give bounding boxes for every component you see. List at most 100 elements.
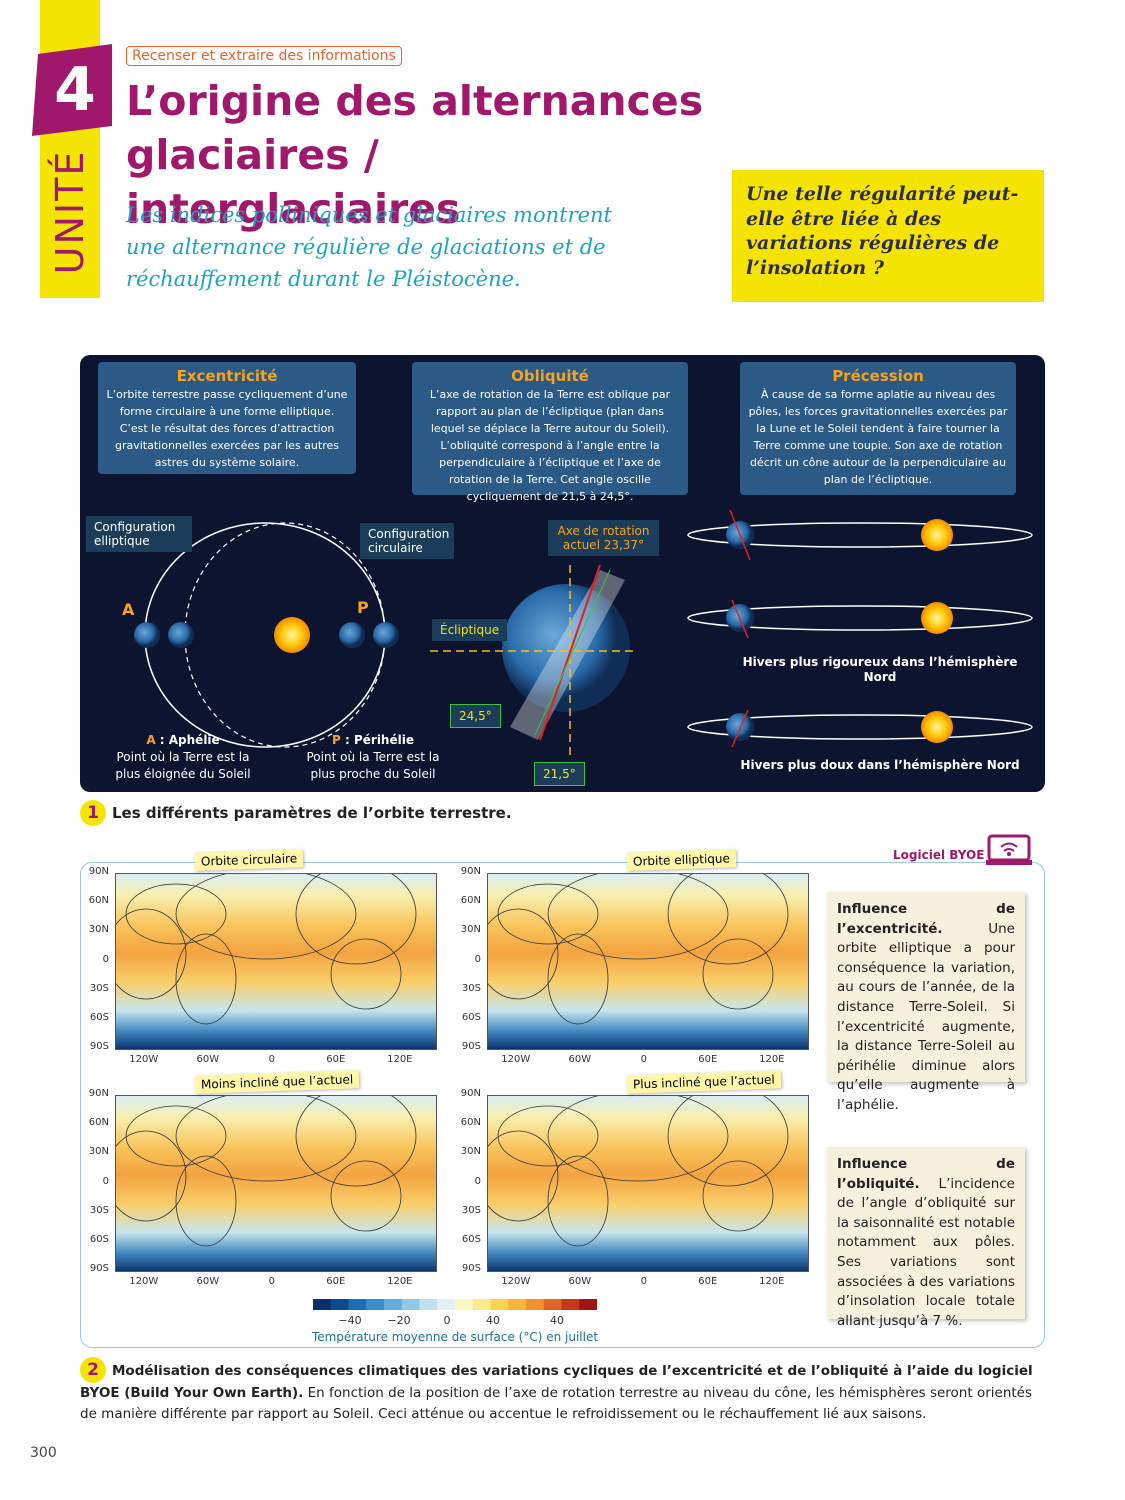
lon-tick: 120W [129,1054,159,1065]
continent [547,933,609,1025]
lon-tick: 60W [568,1276,592,1287]
lon-tick: 0 [640,1054,647,1065]
continent [175,1096,357,1182]
colorbar-step [419,1299,438,1310]
lon-tick: 120E [387,1276,413,1287]
lon-tick: 120E [759,1276,785,1287]
label: Hivers plus doux dans l’hémisphère Nord [740,758,1020,772]
continent [667,1096,789,1187]
temperature-field [488,874,808,1049]
lat-tick: 60N [88,895,109,907]
lat-tick: 0 [474,1175,481,1187]
lon-tick: 60W [196,1054,220,1065]
lat-tick: 0 [102,953,109,965]
box-text: L’axe de rotation de la Terre est obliqu… [429,388,671,503]
caption-bold: Modélisation des conséquences climatique… [80,1363,1033,1401]
lat-tick: 30S [461,1204,481,1216]
lat-tick: 60S [89,1233,109,1245]
map-plot [487,873,809,1050]
colorbar-step [472,1299,491,1310]
continent [497,883,599,945]
continent [330,1160,402,1232]
lat-tick: 30N [88,924,109,936]
label: Hivers plus rigoureux dans l’hémisphère … [742,655,1018,684]
note-title: Influence de l’obliquité. [837,1156,1015,1192]
lon-tick: 60E [326,1054,346,1065]
lon-tick: 120W [129,1276,159,1287]
continent [488,908,559,1000]
software-label: Logiciel BYOE [893,848,985,862]
lat-tick: 0 [102,1175,109,1187]
colorbar-step [455,1299,474,1310]
lat-tick: 60N [460,1117,481,1129]
colorbar-step [490,1299,509,1310]
colorbar-step [401,1299,420,1310]
box-text: À cause de sa forme aplatie au niveau de… [748,388,1008,486]
continent [330,938,402,1010]
continent [175,1155,237,1247]
name: : Aphélie [155,733,220,747]
map-plot [115,1095,437,1272]
label: Configuration circulaire [360,523,454,559]
lat-tick: 60S [89,1011,109,1023]
continent [295,1096,417,1187]
note-title: Influence de l’excentricité. [837,901,1015,937]
continent [667,874,789,965]
note-text: Une orbite elliptique a pour conséquence… [837,920,1015,1113]
doc1-diagram [134,509,1033,755]
lat-tick: 90N [460,1088,481,1099]
lon-tick: 120E [387,1054,413,1065]
lon-tick: 0 [268,1054,275,1065]
caption: Les différents paramètres de l’orbite te… [112,804,512,822]
temperature-field [116,1096,436,1271]
continent [702,938,774,1010]
colorbar-step [437,1299,456,1310]
unit-label: UNITÉ [48,149,92,275]
lat-tick: 60S [461,1011,481,1023]
box-title: Obliquité [511,367,589,385]
colorbar-tick: 0 [443,1314,451,1327]
legend-text: Point où la Terre est la plus proche du … [306,750,440,781]
lat-tick: 60N [88,1117,109,1129]
colorbar-step [348,1299,367,1310]
lat-tick: 0 [474,953,481,965]
info-box: Précession À cause de sa forme aplatie au… [740,362,1016,495]
continent [547,1096,729,1182]
colorbar-step [561,1299,580,1310]
lon-tick: 60E [326,1276,346,1287]
lat-tick: 30N [460,924,481,936]
colorbar-step [330,1299,349,1310]
colorbar-label: Température moyenne de surface (°C) en j… [311,1330,599,1344]
continent [125,883,227,945]
lon-tick: 0 [268,1276,275,1287]
name: : Périhélie [340,733,414,747]
perihelion-letter: P [357,598,369,617]
continent [116,1130,187,1222]
software-icon [986,834,1032,865]
lat-tick: 90S [89,1263,109,1274]
colorbar-step [526,1299,545,1310]
colorbar-step [579,1299,597,1310]
key: A [146,733,156,747]
lat-tick: 30S [461,982,481,994]
lon-tick: 120W [501,1276,531,1287]
skill-tag: Recenser et extraire des informations [126,46,402,66]
continent [175,933,237,1025]
continent [547,1155,609,1247]
box-title: Précession [832,367,924,385]
question-box: Une telle régularité peut-elle être liée… [732,170,1044,302]
colorbar-step [313,1299,332,1310]
note: Influence de l’excentricité. Une orbite … [827,892,1025,1113]
map-plot [115,873,437,1050]
continent [175,874,357,960]
lon-tick: 60E [698,1276,718,1287]
info-box: Obliquité L’axe de rotation de la Terre e… [412,362,688,503]
lon-tick: 60E [698,1054,718,1065]
lat-tick: 90S [461,1263,481,1274]
lat-tick: 90N [88,1088,109,1099]
page-number: 300 [30,1445,57,1461]
continent [488,1130,559,1222]
lat-tick: 30N [460,1146,481,1158]
title: L’origine des alternances glaciaires / i… [126,77,704,233]
